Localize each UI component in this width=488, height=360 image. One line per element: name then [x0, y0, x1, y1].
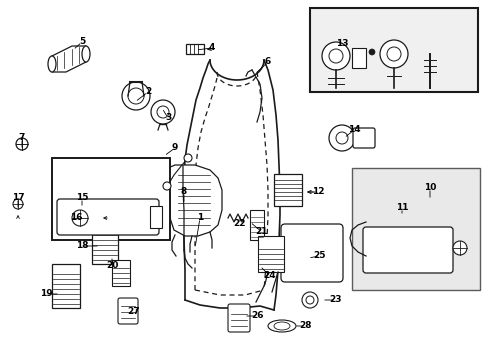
- Bar: [309, 8, 477, 92]
- FancyBboxPatch shape: [352, 128, 374, 148]
- Polygon shape: [52, 46, 86, 72]
- Text: 3: 3: [164, 113, 171, 122]
- Text: 4: 4: [208, 44, 215, 53]
- Bar: [112, 260, 130, 286]
- Text: 22: 22: [233, 220, 246, 229]
- FancyBboxPatch shape: [185, 44, 203, 54]
- FancyBboxPatch shape: [281, 224, 342, 282]
- Bar: [52, 264, 80, 308]
- Circle shape: [379, 40, 407, 68]
- Bar: [52, 158, 170, 240]
- Text: 14: 14: [347, 126, 360, 135]
- Circle shape: [151, 100, 175, 124]
- Circle shape: [163, 182, 171, 190]
- Circle shape: [122, 82, 150, 110]
- Text: 18: 18: [76, 242, 88, 251]
- Text: 17: 17: [12, 193, 24, 202]
- Circle shape: [368, 49, 374, 55]
- Polygon shape: [351, 168, 479, 290]
- Text: 12: 12: [311, 188, 324, 197]
- Bar: [92, 226, 118, 264]
- Text: 1: 1: [197, 213, 203, 222]
- Bar: [249, 210, 264, 240]
- Text: 27: 27: [127, 307, 140, 316]
- Circle shape: [16, 138, 28, 150]
- Text: 13: 13: [335, 40, 347, 49]
- Text: 6: 6: [264, 58, 270, 67]
- Text: 2: 2: [144, 87, 151, 96]
- Bar: [150, 206, 162, 228]
- Polygon shape: [168, 165, 222, 236]
- Text: 7: 7: [19, 134, 25, 143]
- Text: 8: 8: [181, 188, 187, 197]
- Text: 23: 23: [329, 296, 342, 305]
- Text: 20: 20: [105, 261, 118, 270]
- Text: 24: 24: [263, 271, 276, 280]
- Ellipse shape: [267, 320, 295, 332]
- Bar: [351, 48, 365, 68]
- FancyBboxPatch shape: [273, 174, 302, 206]
- Ellipse shape: [82, 46, 90, 62]
- FancyBboxPatch shape: [362, 227, 452, 273]
- Text: 19: 19: [40, 289, 52, 298]
- Circle shape: [13, 199, 23, 209]
- Circle shape: [302, 292, 317, 308]
- Text: 16: 16: [70, 213, 82, 222]
- Ellipse shape: [48, 56, 56, 72]
- Circle shape: [72, 210, 88, 226]
- Circle shape: [328, 125, 354, 151]
- Text: 28: 28: [299, 321, 312, 330]
- FancyBboxPatch shape: [57, 199, 159, 235]
- Circle shape: [321, 42, 349, 70]
- Circle shape: [452, 241, 466, 255]
- Text: 11: 11: [395, 203, 407, 212]
- FancyBboxPatch shape: [227, 304, 249, 332]
- FancyBboxPatch shape: [118, 298, 138, 324]
- Text: 9: 9: [171, 144, 178, 153]
- Text: 21: 21: [255, 228, 268, 237]
- Text: 5: 5: [79, 37, 85, 46]
- Circle shape: [183, 154, 192, 162]
- Bar: [258, 236, 284, 272]
- Text: 26: 26: [251, 311, 264, 320]
- Text: 25: 25: [313, 252, 325, 261]
- Text: 10: 10: [423, 184, 435, 193]
- Text: 15: 15: [76, 193, 88, 202]
